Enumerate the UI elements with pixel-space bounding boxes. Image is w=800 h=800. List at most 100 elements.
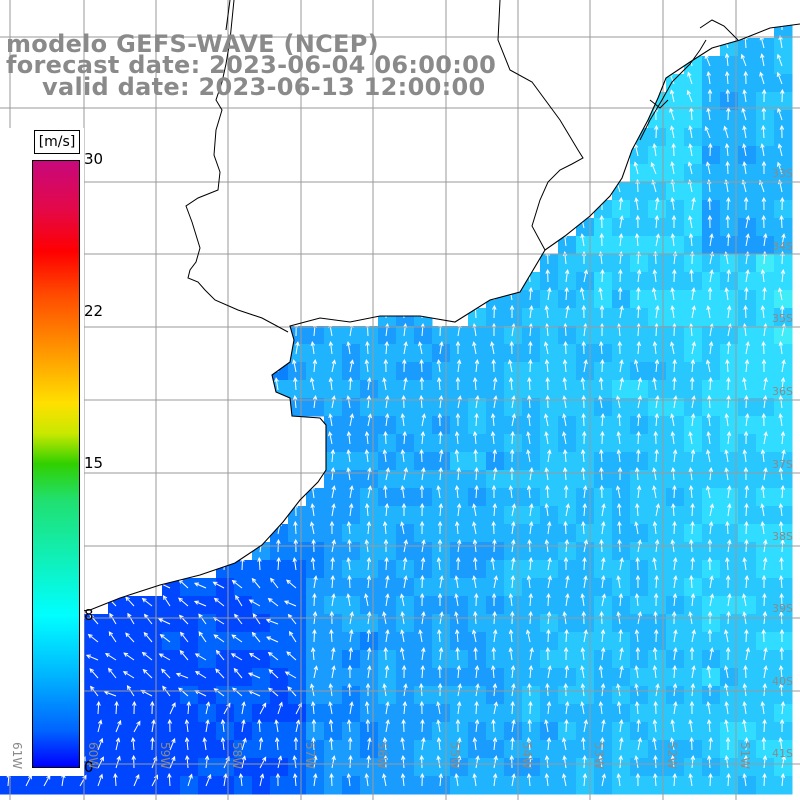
wind-arrow	[385, 593, 390, 607]
wind-speed-cell	[774, 182, 793, 201]
wind-arrow	[650, 161, 657, 175]
wind-speed-cell	[648, 596, 667, 615]
wind-arrow	[193, 582, 207, 589]
wind-arrow	[564, 269, 570, 283]
wind-arrow	[726, 772, 731, 787]
wind-arrow	[705, 359, 711, 373]
wind-speed-cell	[450, 326, 469, 345]
wind-speed-cell	[594, 542, 613, 561]
wind-arrow	[509, 466, 515, 481]
wind-speed-cell	[720, 380, 739, 399]
wind-arrow	[781, 233, 786, 247]
wind-arrow	[310, 646, 316, 661]
wind-arrow	[778, 574, 784, 589]
lon-label-59w: 59W	[158, 742, 172, 770]
wind-speed-cell	[360, 740, 379, 759]
wind-arrow	[401, 394, 406, 409]
wind-arrow	[266, 636, 279, 643]
wind-arrow	[544, 503, 550, 517]
wind-speed-cell	[576, 704, 595, 723]
wind-speed-cell	[486, 668, 505, 687]
wind-speed-cell	[630, 254, 649, 273]
wind-arrow	[107, 667, 117, 679]
wind-arrow	[601, 719, 606, 733]
wind-speed-cell	[720, 758, 739, 777]
wind-speed-cell	[630, 596, 649, 615]
wind-speed-cell	[594, 326, 613, 345]
wind-speed-cell	[360, 578, 379, 597]
wind-speed-cell	[234, 650, 253, 669]
wind-arrow	[545, 268, 550, 283]
wind-speed-cell	[504, 362, 523, 381]
wind-arrow	[366, 754, 371, 769]
wind-arrow	[292, 755, 298, 769]
wind-arrow	[544, 754, 550, 769]
wind-speed-cell	[90, 758, 109, 777]
wind-speed-cell	[720, 218, 739, 237]
wind-arrow	[384, 556, 389, 571]
wind-arrow	[492, 304, 497, 319]
wind-arrow	[726, 485, 732, 499]
wind-speed-cell	[288, 560, 307, 579]
wind-speed-cell	[738, 200, 757, 219]
wind-speed-cell	[702, 632, 721, 651]
wind-arrow	[508, 359, 513, 373]
wind-arrow	[669, 737, 675, 751]
wind-arrow	[436, 719, 441, 733]
wind-speed-cell	[702, 488, 721, 507]
wind-speed-cell	[666, 164, 685, 183]
wind-speed-cell	[576, 650, 595, 669]
wind-speed-cell	[756, 146, 775, 165]
wind-speed-cell	[306, 650, 325, 669]
wind-speed-cell	[162, 776, 181, 795]
wind-speed-cell	[576, 380, 595, 399]
wind-arrow	[329, 628, 334, 643]
wind-arrow	[726, 232, 731, 247]
wind-speed-cell	[414, 452, 433, 471]
wind-speed-cell	[162, 668, 181, 687]
wind-speed-cell	[720, 470, 739, 489]
wind-speed-cell	[648, 326, 667, 345]
wind-arrow	[364, 359, 370, 373]
wind-arrow	[421, 737, 426, 751]
wind-arrow	[617, 340, 623, 355]
wind-speed-cell	[702, 506, 721, 525]
wind-arrow	[726, 305, 732, 319]
wind-speed-cell	[450, 470, 469, 489]
wind-speed-cell	[648, 290, 667, 309]
wind-speed-cell	[126, 776, 145, 795]
wind-arrow	[141, 597, 153, 607]
wind-arrow	[634, 466, 640, 481]
wind-speed-cell	[324, 776, 343, 795]
wind-arrow	[382, 773, 387, 787]
wind-speed-cell	[594, 434, 613, 453]
wind-arrow	[582, 485, 588, 499]
wind-speed-cell	[558, 236, 577, 255]
wind-arrow	[149, 700, 155, 715]
wind-arrow	[690, 502, 695, 517]
wind-arrow	[472, 341, 477, 355]
wind-speed-cell	[108, 740, 127, 759]
wind-arrow	[310, 556, 316, 571]
wind-speed-cell	[540, 722, 559, 741]
wind-arrow	[727, 593, 732, 607]
wind-arrow	[419, 394, 424, 409]
wind-arrow	[384, 502, 390, 517]
wind-speed-cell	[684, 308, 703, 327]
lat-label-33s: 33S	[772, 167, 793, 180]
wind-speed-cell	[360, 668, 379, 687]
wind-speed-cell	[342, 416, 361, 435]
wind-speed-cell	[594, 578, 613, 597]
wind-arrow	[184, 736, 190, 751]
wind-speed-cell	[774, 92, 793, 111]
wind-speed-cell	[468, 596, 487, 615]
wind-arrow	[438, 466, 443, 481]
wind-arrow	[654, 574, 659, 589]
wind-speed-cell	[522, 488, 541, 507]
wind-speed-cell	[270, 560, 289, 579]
wind-arrow	[329, 520, 335, 535]
wind-speed-cell	[180, 740, 199, 759]
wind-speed-cell	[702, 74, 721, 93]
wind-arrow	[581, 412, 586, 427]
wind-arrow	[673, 575, 678, 589]
